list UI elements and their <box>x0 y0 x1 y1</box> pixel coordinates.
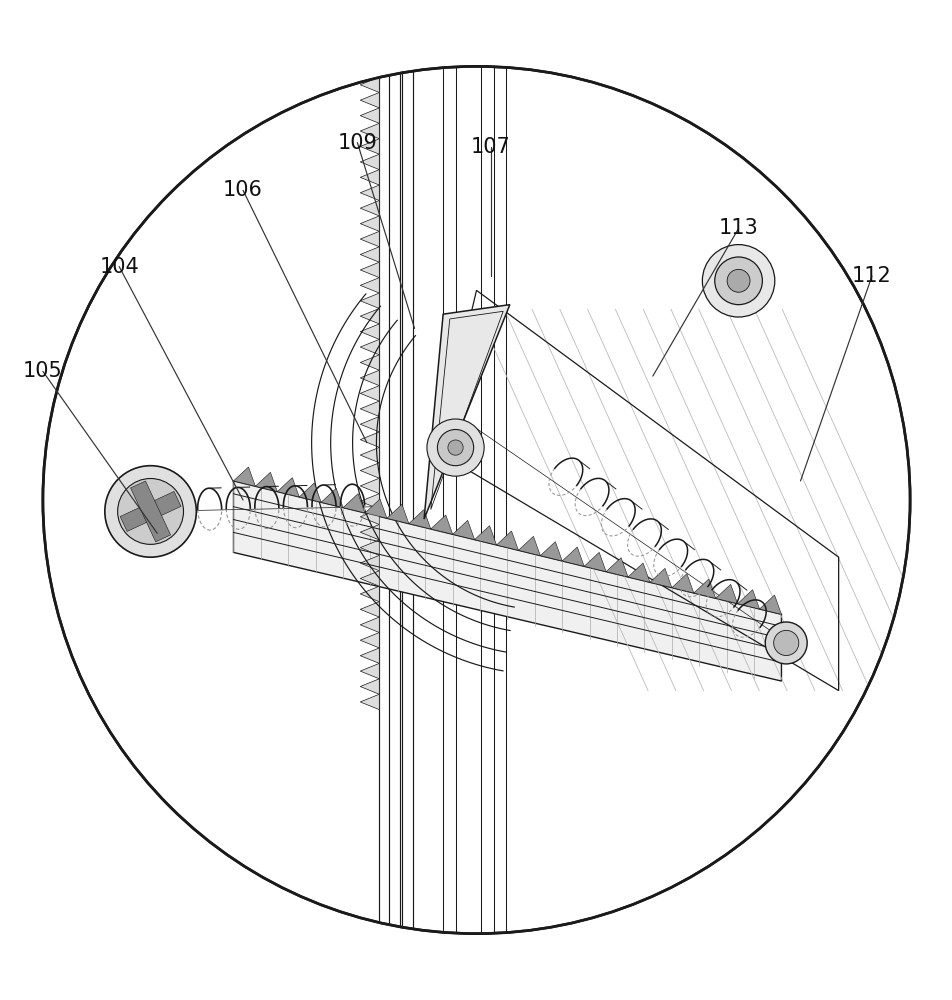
Polygon shape <box>474 526 496 545</box>
Polygon shape <box>360 617 379 633</box>
Circle shape <box>714 257 762 305</box>
Polygon shape <box>255 472 277 492</box>
Polygon shape <box>360 92 379 108</box>
Polygon shape <box>360 571 379 586</box>
Polygon shape <box>360 262 379 278</box>
Polygon shape <box>387 504 408 524</box>
Polygon shape <box>360 416 379 432</box>
Polygon shape <box>360 648 379 663</box>
Polygon shape <box>562 547 584 566</box>
Polygon shape <box>430 515 452 534</box>
Circle shape <box>764 622 806 664</box>
Polygon shape <box>360 494 379 509</box>
Polygon shape <box>408 510 430 529</box>
Polygon shape <box>360 586 379 602</box>
Polygon shape <box>671 574 693 593</box>
Polygon shape <box>540 542 562 561</box>
Polygon shape <box>759 595 781 614</box>
Text: 105: 105 <box>23 361 63 381</box>
Polygon shape <box>360 231 379 247</box>
Polygon shape <box>518 536 540 556</box>
Text: 107: 107 <box>470 137 510 157</box>
Polygon shape <box>360 386 379 401</box>
Polygon shape <box>360 324 379 339</box>
Circle shape <box>117 479 184 544</box>
Polygon shape <box>360 602 379 617</box>
Polygon shape <box>360 540 379 555</box>
Polygon shape <box>365 499 387 518</box>
Circle shape <box>702 245 774 317</box>
Polygon shape <box>360 185 379 200</box>
Polygon shape <box>360 694 379 710</box>
Text: 106: 106 <box>223 180 263 200</box>
Polygon shape <box>343 494 365 513</box>
Polygon shape <box>360 633 379 648</box>
Polygon shape <box>233 481 781 681</box>
Polygon shape <box>130 481 170 542</box>
Polygon shape <box>360 154 379 170</box>
Polygon shape <box>360 139 379 154</box>
Polygon shape <box>360 401 379 416</box>
Polygon shape <box>277 478 299 497</box>
Polygon shape <box>360 293 379 308</box>
Polygon shape <box>360 247 379 262</box>
Polygon shape <box>360 278 379 293</box>
Polygon shape <box>360 216 379 231</box>
Polygon shape <box>360 77 379 92</box>
Polygon shape <box>737 590 759 609</box>
Polygon shape <box>360 447 379 463</box>
Circle shape <box>105 466 196 557</box>
Circle shape <box>437 429 473 466</box>
Polygon shape <box>360 679 379 694</box>
Polygon shape <box>452 520 474 540</box>
Polygon shape <box>360 432 379 447</box>
Polygon shape <box>360 525 379 540</box>
Polygon shape <box>424 305 509 519</box>
Text: 104: 104 <box>99 257 139 277</box>
Polygon shape <box>321 488 343 508</box>
Polygon shape <box>693 579 715 598</box>
Polygon shape <box>715 584 737 604</box>
Polygon shape <box>360 509 379 525</box>
Polygon shape <box>605 558 627 577</box>
Circle shape <box>773 630 798 656</box>
Polygon shape <box>360 478 379 494</box>
Polygon shape <box>360 108 379 123</box>
Polygon shape <box>360 339 379 355</box>
Text: 112: 112 <box>851 266 891 286</box>
Text: 109: 109 <box>337 133 377 153</box>
Circle shape <box>726 269 749 292</box>
Polygon shape <box>360 200 379 216</box>
Polygon shape <box>584 552 605 572</box>
Polygon shape <box>627 563 649 582</box>
Circle shape <box>43 66 909 934</box>
Polygon shape <box>360 463 379 478</box>
Polygon shape <box>360 308 379 324</box>
Circle shape <box>447 440 463 455</box>
Text: 113: 113 <box>718 218 758 238</box>
Polygon shape <box>360 663 379 679</box>
Polygon shape <box>360 355 379 370</box>
Polygon shape <box>360 370 379 386</box>
Circle shape <box>426 419 484 476</box>
Polygon shape <box>360 62 379 77</box>
Polygon shape <box>360 555 379 571</box>
Polygon shape <box>299 483 321 502</box>
Polygon shape <box>120 491 181 531</box>
Polygon shape <box>360 170 379 185</box>
Polygon shape <box>360 123 379 139</box>
Polygon shape <box>496 531 518 550</box>
Polygon shape <box>649 568 671 588</box>
Polygon shape <box>233 467 255 486</box>
